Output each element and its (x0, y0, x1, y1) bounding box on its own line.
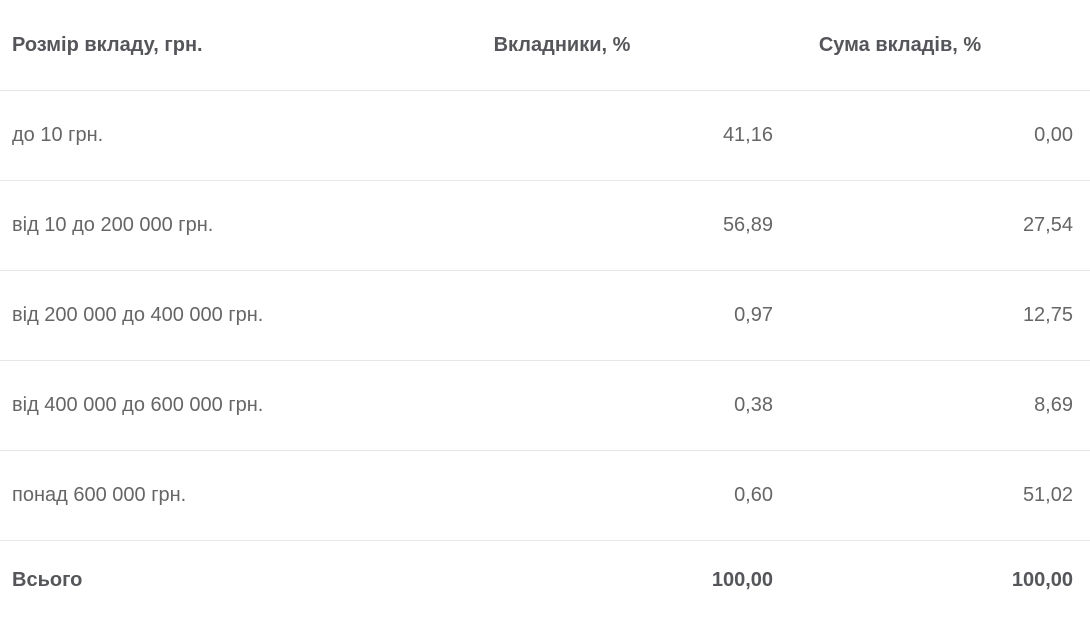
deposit-sum-percent-value: 8,69 (1034, 394, 1073, 416)
deposit-sum-percent-value: 12,75 (1022, 304, 1073, 326)
total-label: Всього (12, 569, 83, 591)
depositors-percent-value: 41,16 (722, 124, 773, 146)
column-header-depositors-percent: Вкладники, % (493, 33, 631, 56)
total-depositors-percent: 100,00 (711, 569, 773, 591)
table-row: від 200 000 до 400 000 грн. 0,97 12,75 (0, 271, 1090, 361)
table-header-row: Розмір вкладу, грн. Вкладники, % Сума вк… (0, 0, 1090, 91)
deposit-sum-percent-value: 27,54 (1022, 214, 1073, 236)
depositors-percent-value: 0,38 (734, 394, 773, 416)
table-total-row: Всього 100,00 100,00 (0, 541, 1090, 620)
deposit-size-label: від 200 000 до 400 000 грн. (12, 304, 264, 326)
deposit-size-label: понад 600 000 грн. (12, 484, 187, 506)
depositors-percent-value: 0,60 (734, 484, 773, 506)
deposit-sum-percent-value: 0,00 (1034, 124, 1073, 146)
deposit-size-label: від 10 до 200 000 грн. (12, 214, 214, 236)
depositors-percent-value: 0,97 (734, 304, 773, 326)
table-row: від 400 000 до 600 000 грн. 0,38 8,69 (0, 361, 1090, 451)
table-row: до 10 грн. 41,16 0,00 (0, 91, 1090, 181)
total-deposit-sum-percent: 100,00 (1011, 569, 1073, 591)
column-header-deposit-size: Розмір вкладу, грн. (12, 33, 203, 56)
table-row: від 10 до 200 000 грн. 56,89 27,54 (0, 181, 1090, 271)
deposit-size-label: від 400 000 до 600 000 грн. (12, 394, 264, 416)
deposit-sum-percent-value: 51,02 (1022, 484, 1073, 506)
deposit-size-label: до 10 грн. (12, 124, 104, 146)
table-row: понад 600 000 грн. 0,60 51,02 (0, 451, 1090, 541)
column-header-deposit-sum-percent: Сума вкладів, % (818, 33, 982, 56)
depositors-percent-value: 56,89 (722, 214, 773, 236)
